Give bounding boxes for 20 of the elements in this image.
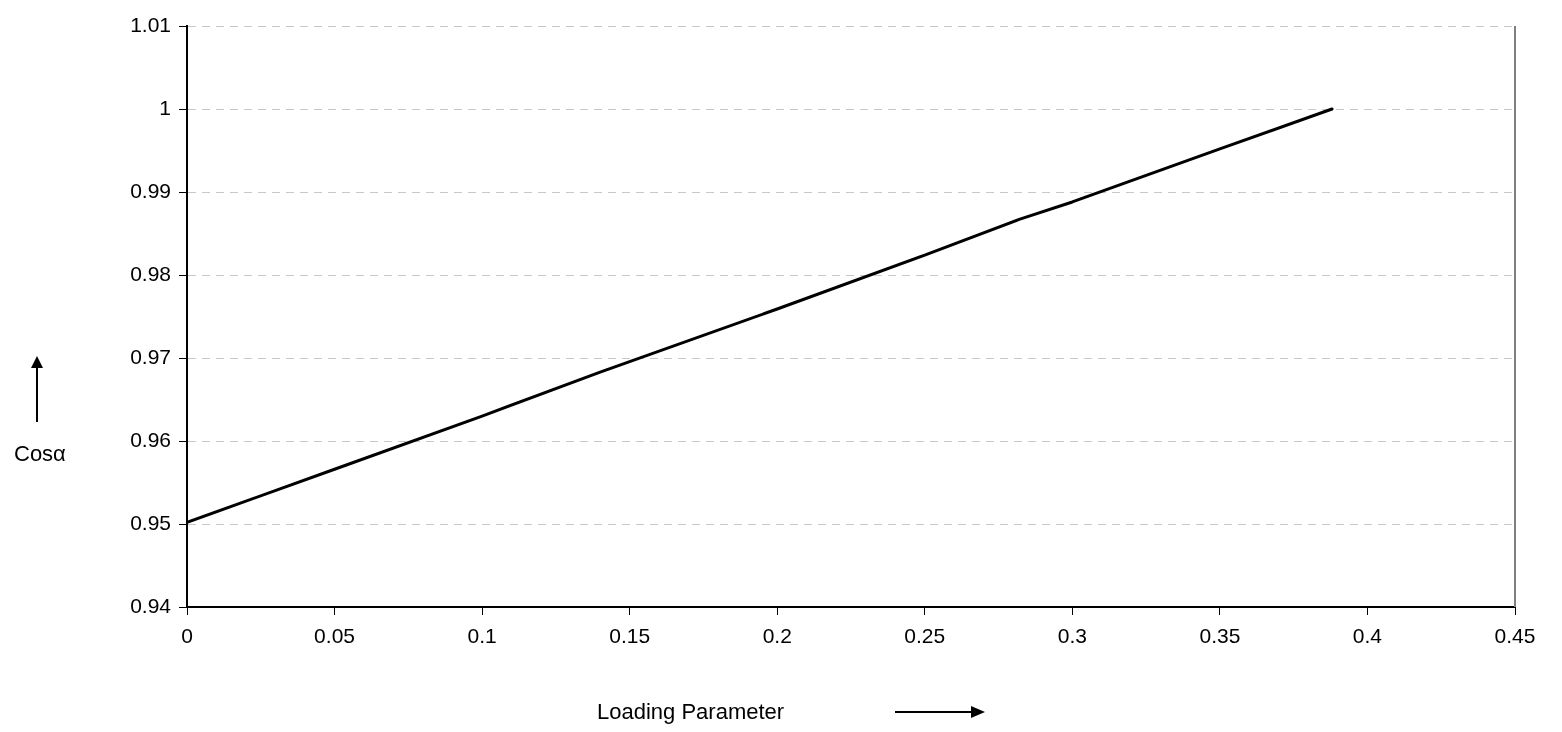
x-tick-label: 0.2 xyxy=(762,624,792,648)
x-tick-label: 0.05 xyxy=(314,624,355,648)
y-tick-label: 0.98 xyxy=(130,261,171,285)
x-tick-label: 0.15 xyxy=(609,624,651,648)
x-tick-label: 0 xyxy=(181,624,193,648)
x-axis-title: Loading Parameter xyxy=(597,699,785,725)
x-tick-label: 0.4 xyxy=(1352,624,1383,648)
y-tick-label: 1 xyxy=(159,95,171,119)
y-tick-label: 1.01 xyxy=(130,12,171,36)
x-tick-label: 0.25 xyxy=(904,624,946,648)
y-axis-title: Cosα xyxy=(14,441,66,467)
x-tick-label: 0.3 xyxy=(1057,624,1087,648)
x-tick-label: 0.45 xyxy=(1494,624,1536,648)
y-tick-label: 0.94 xyxy=(130,593,172,617)
x-tick-label: 0.35 xyxy=(1199,624,1241,648)
x-tick-label: 0.1 xyxy=(467,624,497,648)
y-tick-label: 0.99 xyxy=(130,178,171,202)
y-tick-label: 0.95 xyxy=(130,510,171,534)
y-tick-label: 0.96 xyxy=(130,427,171,451)
y-tick-label: 0.97 xyxy=(130,344,171,368)
